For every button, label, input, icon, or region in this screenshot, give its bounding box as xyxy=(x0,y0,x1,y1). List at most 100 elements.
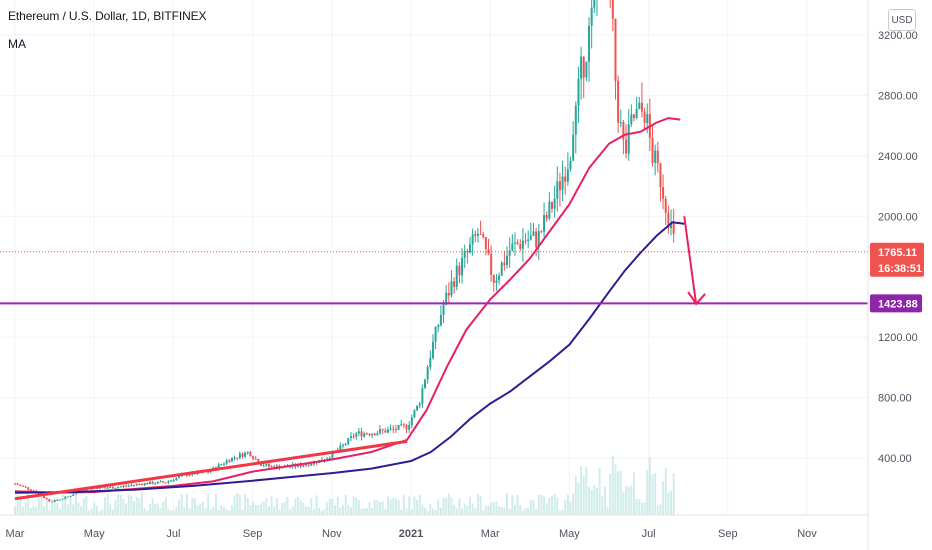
volume-bar xyxy=(622,491,625,515)
candle-body xyxy=(479,233,482,235)
candle-body xyxy=(14,483,16,485)
candle-body xyxy=(368,433,371,436)
candle-body xyxy=(138,483,141,485)
chart-title: Ethereum / U.S. Dollar, 1D, BITFINEX xyxy=(8,9,207,23)
currency-button[interactable]: USD xyxy=(888,9,916,31)
volume-bar xyxy=(537,495,540,515)
volume-bar xyxy=(619,470,622,515)
candle-body xyxy=(646,114,649,124)
volume-bar xyxy=(455,508,458,515)
candle-body xyxy=(545,215,548,219)
price-tick-label: 800.00 xyxy=(878,393,912,405)
candle-body xyxy=(662,187,665,199)
candle-body xyxy=(474,234,477,236)
volume-bar xyxy=(648,457,651,515)
candle-body xyxy=(304,464,307,466)
price-tick-label: 2000.00 xyxy=(878,211,918,223)
candle-body xyxy=(349,436,352,438)
volume-bar xyxy=(416,499,419,515)
volume-bar xyxy=(135,496,138,515)
candle-body xyxy=(511,243,514,251)
time-tick-label: Jul xyxy=(642,528,656,540)
volume-bar xyxy=(45,499,48,515)
volume-bar xyxy=(447,493,450,515)
candle-body xyxy=(410,417,413,426)
candle-body xyxy=(638,102,641,109)
volume-bar xyxy=(331,499,334,515)
volume-bar xyxy=(516,495,519,515)
volume-bar xyxy=(527,507,530,515)
candle-body xyxy=(408,425,411,430)
candle-body xyxy=(238,453,241,458)
indicator-label-ma[interactable]: MA xyxy=(8,37,26,51)
volume-bar xyxy=(51,499,54,515)
volume-bar xyxy=(254,504,257,515)
volume-bar xyxy=(453,504,456,515)
volume-bar xyxy=(508,508,511,515)
volume-bar xyxy=(503,507,506,515)
volume-bar xyxy=(553,494,556,515)
volume-bar xyxy=(299,500,302,515)
volume-bar xyxy=(249,505,252,515)
volume-bar xyxy=(88,510,91,515)
volume-bar xyxy=(492,502,495,515)
volume-bar xyxy=(312,509,315,515)
candle-body xyxy=(585,61,588,78)
candle-body xyxy=(558,181,561,191)
candle-body xyxy=(16,483,19,485)
candle-body xyxy=(69,495,72,497)
volume-bar xyxy=(222,507,225,515)
candle-body xyxy=(447,292,450,296)
volume-bar xyxy=(389,499,392,515)
volume-bar xyxy=(127,494,130,515)
volume-bar xyxy=(479,496,482,515)
volume-bar xyxy=(640,502,643,515)
candle-body xyxy=(151,481,154,484)
volume-bar xyxy=(609,474,612,515)
candle-body xyxy=(439,314,442,326)
volume-bar xyxy=(246,498,249,515)
ma-short-line xyxy=(14,117,681,494)
volume-bar xyxy=(167,509,170,515)
candle-body xyxy=(651,137,654,163)
candle-body xyxy=(543,215,546,232)
candle-body xyxy=(228,460,231,462)
candle-body xyxy=(490,253,493,276)
volume-bar xyxy=(156,503,159,515)
candle-body xyxy=(503,262,506,265)
volume-bar xyxy=(48,509,51,515)
volume-bar xyxy=(302,502,305,515)
volume-bar xyxy=(238,494,241,515)
candle-body xyxy=(257,459,260,464)
candle-body xyxy=(148,481,151,485)
volume-bar xyxy=(85,496,88,515)
candle-body xyxy=(643,111,646,124)
volume-bar xyxy=(593,485,596,515)
candle-body xyxy=(360,431,363,437)
volume-bar xyxy=(117,494,120,515)
volume-bar xyxy=(16,495,19,515)
candle-body xyxy=(373,433,376,436)
candle-body xyxy=(664,198,667,213)
volume-bar xyxy=(122,498,125,515)
candle-body xyxy=(262,465,265,467)
volume-bar xyxy=(672,473,675,515)
volume-bar xyxy=(506,493,509,515)
volume-bar xyxy=(373,500,376,515)
candle-body xyxy=(670,223,673,229)
last-price-value: 1765.11 xyxy=(878,247,917,259)
candle-body xyxy=(622,122,625,140)
candle-body xyxy=(564,176,567,182)
candle-body xyxy=(363,433,366,437)
candle-body xyxy=(246,451,249,453)
volume-bar xyxy=(524,508,527,515)
volume-bar xyxy=(93,502,96,515)
volume-bar xyxy=(151,497,154,515)
candle-body xyxy=(178,476,181,478)
volume-bar xyxy=(342,504,345,515)
volume-bar xyxy=(278,509,281,515)
candle-body xyxy=(429,357,432,368)
volume-bar xyxy=(32,505,35,515)
candle-body xyxy=(162,481,165,483)
